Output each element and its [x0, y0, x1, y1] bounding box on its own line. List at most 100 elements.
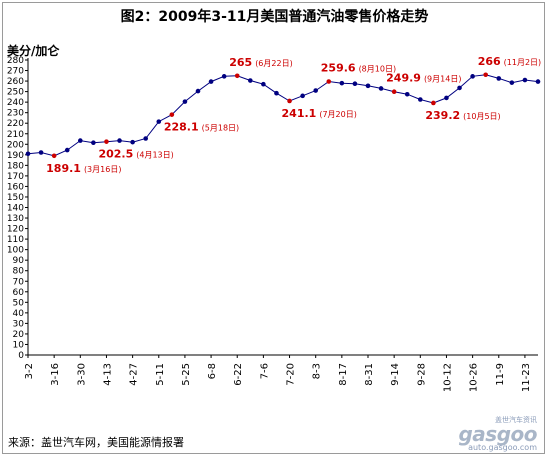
x-tick-label: 4-13: [102, 363, 113, 386]
annotation-date: (10月5日): [463, 112, 501, 121]
data-point: [378, 86, 384, 91]
data-point: [431, 100, 436, 106]
x-tick-label: 7-20: [286, 363, 297, 386]
y-ticks: 0102030405060708090100110120130140150160…: [7, 56, 28, 361]
annotation-label: 239.2 (10月5日): [425, 109, 500, 122]
watermark-cn: 盖世汽车资讯: [495, 416, 537, 424]
data-point: [169, 112, 175, 117]
data-point: [483, 72, 488, 78]
y-tick-label: 230: [7, 109, 24, 119]
y-tick-label: 0: [18, 351, 24, 361]
x-tick-label: 9-14: [390, 363, 401, 386]
annotation-date: (9月14日): [424, 75, 462, 84]
data-point: [326, 79, 332, 84]
watermark-url: auto.gasgoo.com: [468, 443, 537, 452]
y-tick-label: 130: [7, 214, 24, 224]
y-tick-label: 140: [7, 204, 24, 214]
data-point: [25, 151, 31, 157]
x-ticks: 3-2 3-16 3-30 4-13 4-27 5-11 5-25 6-8 6-22 7-6 7-2…: [24, 355, 532, 392]
annotation-value: 249.9: [386, 72, 421, 85]
x-tick-label: 4-27: [129, 363, 140, 386]
source-note: 来源：盖世汽车网，美国能源情报署: [8, 436, 184, 449]
watermark: 盖世汽车资讯 gasgoo auto.gasgoo.com: [458, 417, 537, 452]
x-tick-label: 6-22: [233, 363, 244, 386]
annotation-label: 266 (11月2日): [478, 55, 541, 68]
data-point: [51, 153, 57, 159]
x-tick-label: 3-16: [50, 363, 61, 386]
annotation-date: (8月10日): [359, 64, 397, 73]
data-point: [535, 79, 541, 84]
y-tick-label: 190: [7, 151, 24, 161]
data-point: [339, 80, 345, 86]
x-tick-label: 11-23: [521, 363, 532, 392]
chart-frame: [2, 2, 545, 454]
x-tick-label: 3-30: [76, 363, 87, 386]
y-tick-label: 50: [13, 298, 25, 308]
annotation-value: 228.1: [164, 121, 199, 134]
data-point: [300, 93, 305, 99]
x-tick-label: 11-9: [495, 363, 506, 386]
y-tick-label: 160: [7, 182, 24, 192]
y-tick-label: 40: [13, 309, 25, 319]
data-point: [221, 74, 227, 79]
series: [25, 72, 541, 159]
data-point: [522, 77, 528, 83]
y-tick-label: 60: [13, 288, 25, 298]
x-tick-label: 5-25: [181, 363, 192, 386]
y-tick-label: 70: [13, 277, 25, 287]
y-tick-label: 150: [7, 193, 24, 203]
data-point: [261, 81, 266, 87]
annotation-date: (11月2日): [504, 58, 542, 67]
data-point: [182, 99, 188, 104]
y-tick-label: 210: [7, 130, 24, 140]
y-tick-label: 220: [7, 119, 24, 129]
y-tick-label: 100: [7, 246, 24, 256]
data-point: [64, 147, 70, 153]
annotation-label: 249.9 (9月14日): [386, 72, 461, 85]
data-point: [496, 76, 502, 81]
annotation-value: 259.6: [321, 61, 356, 74]
data-point: [234, 73, 240, 79]
data-point: [248, 78, 253, 83]
y-tick-label: 260: [7, 77, 24, 87]
data-point: [352, 81, 358, 87]
annotation-value: 265: [229, 56, 252, 69]
annotation-date: (4月13日): [136, 151, 174, 160]
y-tick-label: 200: [7, 140, 24, 150]
annotation-value: 239.2: [425, 109, 460, 122]
y-axis-label: 美分/加仑: [7, 44, 60, 58]
annotation-label: 202.5 (4月13日): [98, 148, 173, 161]
annotation-date: (5月18日): [202, 124, 240, 133]
axes: [27, 58, 538, 356]
y-tick-label: 270: [7, 67, 24, 77]
data-point: [457, 85, 462, 91]
y-tick-label: 110: [7, 235, 24, 245]
annotation-label: 228.1 (5月18日): [164, 121, 239, 134]
data-point: [313, 88, 318, 93]
x-tick-label: 5-11: [155, 363, 166, 386]
annotation-date: (7月20日): [319, 110, 357, 119]
data-point: [470, 74, 475, 79]
x-tick-label: 6-8: [207, 363, 218, 379]
data-point: [208, 79, 214, 84]
annotation-value: 266: [478, 55, 501, 68]
annotation-value: 241.1: [282, 107, 317, 120]
annotations: 189.1 (3月16日)202.5 (4月13日) 228.1 (5月18日) 265 (…: [46, 55, 541, 175]
annotation-label: 259.6 (8月10日): [321, 61, 396, 74]
x-tick-label: 3-2: [24, 363, 35, 379]
y-tick-label: 80: [13, 267, 25, 277]
x-tick-label: 8-31: [364, 363, 375, 386]
data-point: [509, 80, 515, 85]
x-tick-label: 8-17: [338, 363, 349, 386]
x-tick-label: 9-28: [416, 363, 427, 386]
data-point: [404, 91, 410, 97]
data-point: [287, 98, 292, 104]
x-tick-label: 10-26: [469, 363, 480, 392]
data-point: [365, 83, 371, 89]
y-tick-label: 280: [7, 56, 24, 66]
series-line: [27, 74, 539, 157]
annotation-label: 241.1 (7月20日): [282, 107, 357, 120]
y-tick-label: 170: [7, 172, 24, 182]
annotation-label: 189.1 (3月16日): [46, 162, 121, 175]
